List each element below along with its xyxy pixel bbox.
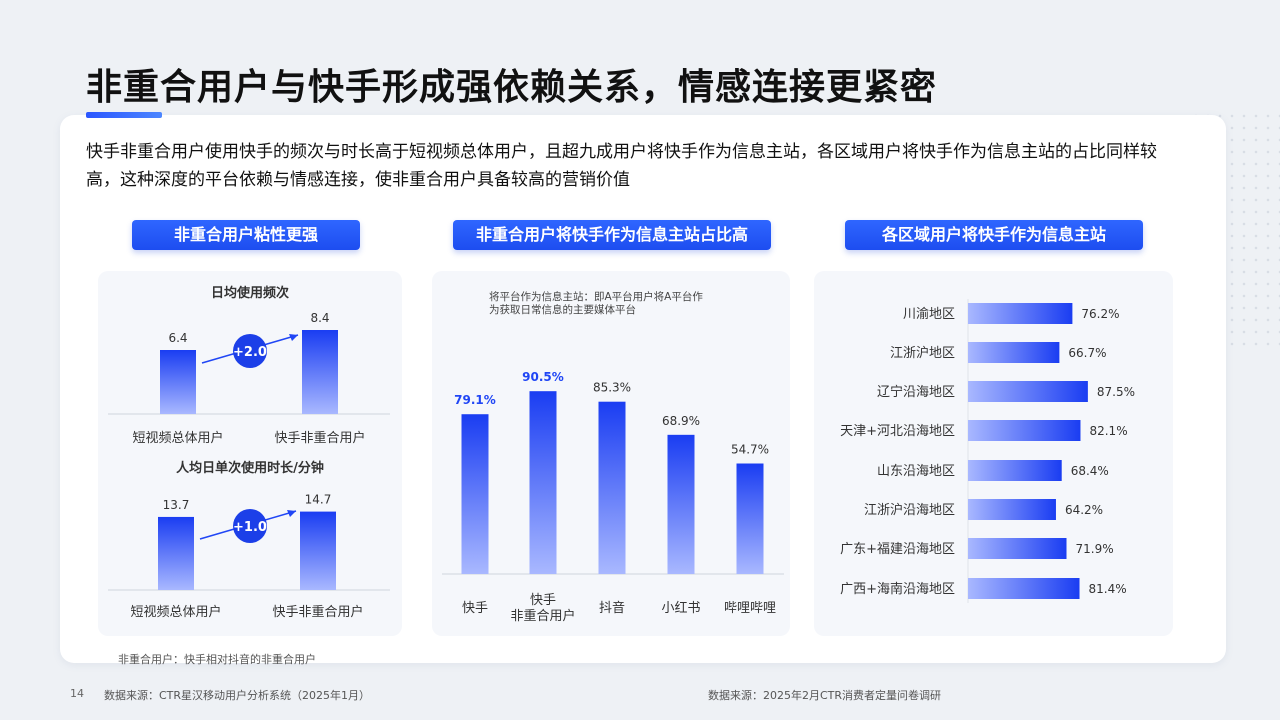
bar-value-label: 13.7	[163, 498, 190, 512]
bar	[968, 381, 1088, 402]
bar	[598, 401, 626, 574]
bar-value-label: 8.4	[310, 311, 329, 325]
category-label: 快手非重合用户	[274, 430, 365, 446]
bar-value-label: 68.9%	[662, 414, 700, 428]
bar-value-label: 54.7%	[731, 443, 769, 457]
bar-value-label: 85.3%	[593, 381, 631, 395]
section-tab-info-hub: 非重合用户将快手作为信息主站占比高	[453, 220, 771, 250]
regions-chart: 川渝地区 76.2% 江浙沪地区 66.7% 辽宁沿海地区 87.5% 天津+河北沿海地区 8…	[840, 299, 1135, 603]
growth-arrow-head	[289, 334, 298, 341]
bar	[302, 330, 338, 414]
bar	[736, 463, 764, 574]
category-label: 天津+河北沿海地区	[840, 424, 955, 439]
page-number: 14	[70, 687, 84, 700]
diff-badge	[233, 334, 267, 368]
bar-value-label: 68.4%	[1071, 464, 1109, 478]
bar-value-label: 64.2%	[1065, 503, 1103, 517]
bar	[461, 414, 489, 574]
bar	[968, 538, 1067, 559]
section-tab-stickiness: 非重合用户粘性更强	[132, 220, 360, 250]
category-label: 小红书	[661, 600, 700, 616]
chart-note: 将平台作为信息主站：即A平台用户将A平台作	[489, 290, 703, 303]
bar	[968, 420, 1081, 441]
category-label: 江浙沪沿海地区	[864, 502, 955, 518]
bar	[968, 342, 1060, 363]
diff-badge-label: +2.0	[233, 345, 267, 360]
category-label: 山东沿海地区	[877, 464, 955, 479]
summary-text: 快手非重合用户使用快手的频次与时长高于短视频总体用户，且超九成用户将快手作为信息…	[86, 142, 1157, 190]
bar-value-label: 76.2%	[1081, 307, 1119, 321]
bar	[529, 391, 557, 574]
bar	[968, 578, 1080, 599]
bar-value-label: 87.5%	[1097, 385, 1135, 399]
category-label: 短视频总体用户	[130, 604, 221, 620]
section-tab-regions: 各区域用户将快手作为信息主站	[845, 220, 1143, 250]
category-label: 非重合用户	[510, 608, 575, 624]
category-label: 快手	[462, 601, 488, 616]
bar-value-label: 71.9%	[1076, 542, 1114, 556]
category-label: 江浙沪地区	[890, 345, 955, 361]
category-label: 短视频总体用户	[132, 430, 223, 446]
stickiness-charts: 日均使用频次 6.4 短视频总体用户 8.4 快手非重合用户 +2.0 人均日单次使用时长/…	[108, 285, 390, 620]
category-label: 广东+福建沿海地区	[840, 542, 955, 557]
diff-badge	[233, 509, 267, 543]
chart-title: 日均使用频次	[211, 285, 289, 301]
bar	[968, 499, 1056, 520]
source-left: 数据来源：CTR星汉移动用户分析系统（2025年1月）	[104, 689, 371, 702]
bar	[667, 434, 695, 574]
footnote: 非重合用户：快手相对抖音的非重合用户	[118, 653, 316, 666]
growth-arrow-head	[287, 510, 296, 517]
category-label: 辽宁沿海地区	[877, 384, 955, 400]
bar-value-label: 66.7%	[1068, 346, 1106, 360]
page-title: 非重合用户与快手形成强依赖关系，情感连接更紧密	[86, 67, 938, 108]
category-label: 快手	[530, 593, 556, 608]
chart-title: 人均日单次使用时长/分钟	[176, 460, 324, 476]
category-label: 广西+海南沿海地区	[840, 581, 955, 597]
bar-value-label: 14.7	[305, 493, 332, 507]
bar	[158, 516, 194, 590]
source-right: 数据来源：2025年2月CTR消费者定量问卷调研	[708, 689, 942, 702]
bar	[300, 511, 336, 590]
bar	[968, 460, 1062, 481]
regions-panel: 川渝地区 76.2% 江浙沪地区 66.7% 辽宁沿海地区 87.5% 天津+河北沿海地区 8…	[814, 271, 1173, 636]
category-label: 哔哩哔哩	[724, 601, 776, 616]
title-accent-bar	[86, 112, 162, 118]
bar-value-label: 82.1%	[1089, 424, 1127, 438]
category-label: 快手非重合用户	[272, 604, 363, 620]
info-hub-panel: 将平台作为信息主站：即A平台用户将A平台作 为获取日常信息的主要媒体平台 79.1%…	[432, 271, 790, 636]
bar-value-label: 81.4%	[1089, 582, 1127, 596]
category-label: 川渝地区	[903, 306, 955, 322]
diff-badge-label: +1.0	[233, 520, 267, 535]
bar	[160, 350, 196, 414]
stickiness-panel: 日均使用频次 6.4 短视频总体用户 8.4 快手非重合用户 +2.0 人均日单次使用时长/…	[98, 271, 402, 636]
bar-value-label: 90.5%	[522, 370, 564, 384]
chart-note: 为获取日常信息的主要媒体平台	[489, 303, 636, 316]
category-label: 抖音	[599, 600, 625, 616]
bar	[968, 303, 1073, 324]
bar-value-label: 6.4	[168, 331, 187, 345]
bar-value-label: 79.1%	[454, 393, 496, 407]
